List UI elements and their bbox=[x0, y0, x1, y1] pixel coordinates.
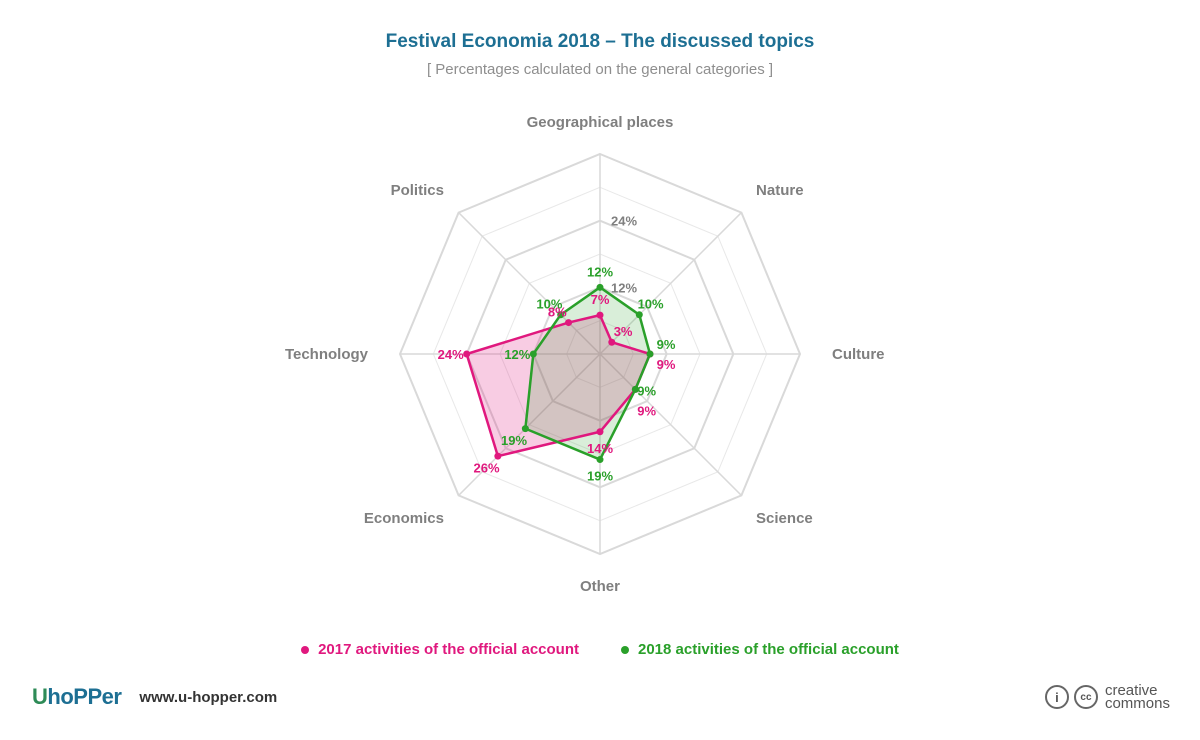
series-1-point-6 bbox=[529, 350, 537, 358]
series-1-point-4 bbox=[596, 456, 604, 464]
series-1-label-3: 9% bbox=[637, 384, 656, 399]
series-0-label-0: 7% bbox=[591, 292, 610, 307]
cc-icon: cc bbox=[1073, 685, 1098, 709]
category-label-0: Geographical places bbox=[527, 114, 674, 131]
series-0-label-7: 8% bbox=[548, 304, 567, 319]
grid-spoke-3 bbox=[599, 353, 742, 496]
brand: UhoPPer www.u-hopper.com bbox=[32, 684, 277, 710]
series-1-point-1 bbox=[635, 311, 643, 319]
series-0-label-4: 14% bbox=[587, 441, 613, 456]
uhopper-logo: UhoPPer bbox=[32, 684, 122, 710]
axis-tick-label-0: 12% bbox=[611, 280, 637, 295]
grid-spoke-7 bbox=[458, 212, 601, 355]
series-1-point-0 bbox=[596, 283, 604, 291]
series-1-point-3 bbox=[631, 385, 639, 393]
series-0-point-6 bbox=[463, 350, 471, 358]
uhopper-logo-rest: hoPPer bbox=[47, 684, 122, 709]
legend-item-2017: 2017 activities of the official account bbox=[301, 641, 579, 658]
series-0-point-4 bbox=[596, 428, 604, 436]
series-0-label-1: 3% bbox=[614, 324, 633, 339]
brand-url: www.u-hopper.com bbox=[139, 688, 278, 706]
category-label-1: Nature bbox=[756, 182, 804, 199]
cc-word-top: creative bbox=[1104, 682, 1158, 699]
series-1-point-5 bbox=[521, 425, 529, 433]
grid-spoke-1 bbox=[599, 212, 742, 355]
series-0-label-5: 26% bbox=[474, 460, 500, 475]
chart-legend: 2017 activities of the official account … bbox=[0, 641, 1200, 658]
series-1-label-5: 19% bbox=[501, 433, 527, 448]
series-1-label-0: 12% bbox=[587, 264, 613, 279]
category-label-2: Culture bbox=[832, 346, 885, 363]
series-0-point-0 bbox=[596, 311, 604, 319]
series-0-point-5 bbox=[494, 452, 502, 460]
legend-item-2018: 2018 activities of the official account bbox=[621, 641, 899, 658]
category-label-7: Politics bbox=[391, 182, 444, 199]
cc-word-bottom: commons bbox=[1104, 695, 1170, 712]
series-1-label-4: 19% bbox=[587, 469, 613, 484]
series-0-point-1 bbox=[608, 338, 616, 346]
chart-subtitle: [ Percentages calculated on the general … bbox=[426, 61, 774, 78]
category-label-4: Other bbox=[580, 578, 620, 595]
series-1-label-6: 12% bbox=[504, 347, 530, 362]
uhopper-logo-prefix: U bbox=[32, 684, 48, 709]
series-1-point-2 bbox=[646, 350, 654, 358]
category-label-5: Economics bbox=[364, 510, 444, 527]
series-area-0 bbox=[466, 315, 650, 457]
series-0-label-3: 9% bbox=[637, 404, 656, 419]
series-0-label-2: 9% bbox=[657, 357, 676, 372]
legend-label-2017: 2017 activities of the official account bbox=[318, 641, 579, 658]
series-1-label-1: 10% bbox=[638, 296, 664, 311]
category-label-6: Technology bbox=[285, 346, 369, 363]
creative-commons-badge: i cc creative commons bbox=[1044, 682, 1170, 712]
series-0-point-7 bbox=[565, 319, 573, 327]
grid-spoke-5 bbox=[458, 353, 601, 496]
legend-marker-2018 bbox=[621, 645, 629, 654]
cc-attribution-icon: i bbox=[1044, 685, 1069, 709]
axis-tick-label-1: 24% bbox=[611, 214, 637, 229]
chart-title: Festival Economia 2018 – The discussed t… bbox=[385, 31, 815, 52]
series-1-label-7: 10% bbox=[536, 296, 562, 311]
series-area-1 bbox=[525, 287, 650, 460]
cc-wordmark: creative commons bbox=[1104, 682, 1170, 712]
series-1-point-7 bbox=[557, 311, 565, 319]
series-1-label-2: 9% bbox=[657, 337, 676, 352]
series-0-label-6: 24% bbox=[438, 347, 464, 362]
category-label-3: Science bbox=[756, 510, 813, 527]
legend-marker-2017 bbox=[301, 645, 310, 654]
legend-label-2018: 2018 activities of the official account bbox=[638, 641, 899, 658]
